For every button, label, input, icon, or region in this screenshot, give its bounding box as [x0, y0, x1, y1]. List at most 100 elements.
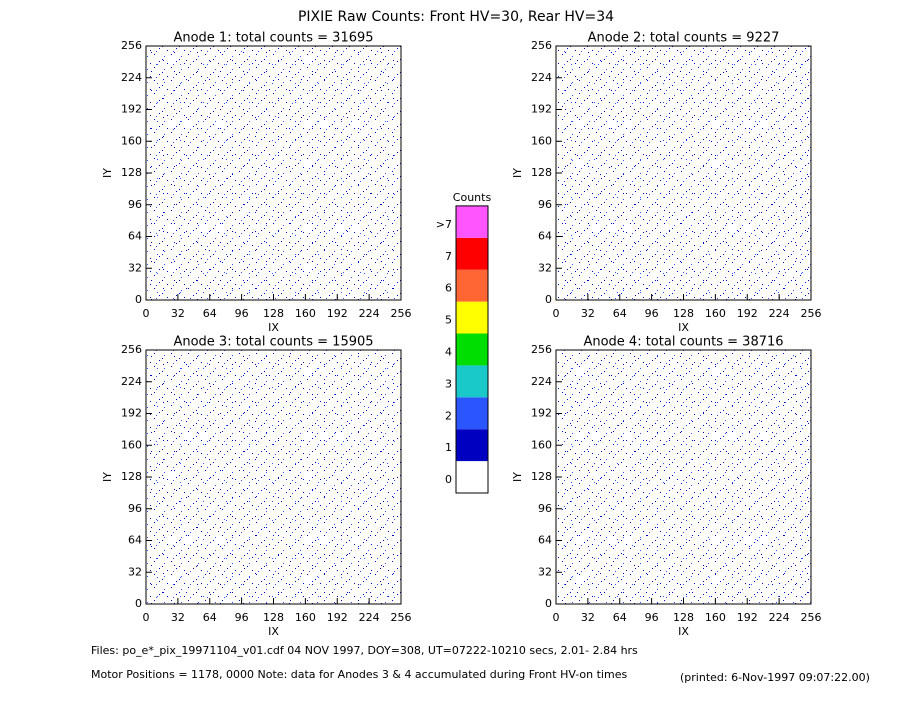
y-tick-label: 128: [531, 166, 552, 179]
colorbar-swatch: [456, 205, 488, 238]
colorbar-swatch: [456, 365, 488, 398]
y-tick-label: 224: [531, 71, 552, 84]
y-tick-label: 256: [531, 343, 552, 356]
heatmap-texture: [556, 46, 811, 300]
footer-files: Files: po_e*_pix_19971104_v01.cdf 04 NOV…: [91, 644, 638, 657]
colorbar-swatch: [456, 333, 488, 366]
y-tick-label: 192: [121, 407, 142, 420]
x-tick-label: 160: [295, 611, 316, 624]
panel-title: Anode 4: total counts = 38716: [583, 335, 783, 350]
x-tick-label: 160: [705, 611, 726, 624]
y-tick-label: 0: [135, 597, 142, 610]
x-tick-label: 128: [673, 611, 694, 624]
x-tick-label: 224: [359, 611, 380, 624]
y-tick-label: 64: [538, 534, 552, 547]
x-axis-label: IX: [268, 625, 279, 638]
y-tick-label: 64: [538, 230, 552, 243]
x-tick-label: 32: [581, 307, 595, 320]
x-tick-label: 160: [295, 307, 316, 320]
x-tick-label: 224: [359, 307, 380, 320]
panel-title: Anode 1: total counts = 31695: [173, 31, 373, 46]
colorbar-label: 5: [445, 314, 452, 327]
colorbar-swatch: [456, 269, 488, 302]
colorbar-swatch: [456, 461, 488, 493]
y-tick-label: 160: [531, 134, 552, 147]
y-tick-label: 96: [538, 502, 552, 515]
colorbar-label: >7: [436, 218, 452, 231]
x-tick-label: 192: [327, 307, 348, 320]
x-axis-label: IX: [268, 321, 279, 334]
footer-printed: (printed: 6-Nov-1997 09:07:22.00): [680, 671, 870, 684]
x-tick-label: 256: [801, 611, 822, 624]
x-tick-label: 192: [327, 611, 348, 624]
x-tick-label: 32: [171, 611, 185, 624]
y-axis-label: IY: [101, 472, 114, 482]
colorbar-label: 0: [445, 473, 452, 486]
colorbar-label: 1: [445, 441, 452, 454]
x-tick-label: 160: [705, 307, 726, 320]
colorbar-label: 4: [445, 345, 452, 358]
x-tick-label: 224: [769, 307, 790, 320]
y-axis-label: IY: [511, 472, 524, 482]
x-axis-label: IX: [678, 321, 689, 334]
colorbar-label: 6: [445, 282, 452, 295]
colorbar-label: 7: [445, 250, 452, 263]
y-tick-label: 32: [128, 565, 142, 578]
x-tick-label: 96: [235, 611, 249, 624]
y-tick-label: 160: [121, 134, 142, 147]
y-tick-label: 0: [545, 597, 552, 610]
footer-motor: Motor Positions = 1178, 0000 Note: data …: [91, 668, 627, 681]
colorbar-swatch: [456, 397, 488, 430]
colorbar-swatch: [456, 429, 488, 462]
y-tick-label: 160: [531, 438, 552, 451]
y-tick-label: 32: [128, 261, 142, 274]
x-axis-label: IX: [678, 625, 689, 638]
x-tick-label: 96: [645, 611, 659, 624]
x-tick-label: 32: [581, 611, 595, 624]
y-tick-label: 192: [531, 407, 552, 420]
x-tick-label: 0: [143, 611, 150, 624]
x-tick-label: 64: [203, 611, 217, 624]
x-tick-label: 256: [391, 611, 412, 624]
x-tick-label: 128: [263, 611, 284, 624]
y-tick-label: 0: [545, 293, 552, 306]
y-tick-label: 192: [121, 103, 142, 116]
y-tick-label: 128: [121, 166, 142, 179]
x-tick-label: 0: [143, 307, 150, 320]
y-tick-label: 256: [121, 39, 142, 52]
y-tick-label: 256: [121, 343, 142, 356]
x-tick-label: 192: [737, 307, 758, 320]
x-tick-label: 128: [673, 307, 694, 320]
y-tick-label: 160: [121, 438, 142, 451]
y-tick-label: 256: [531, 39, 552, 52]
colorbar-label: 3: [445, 377, 452, 390]
y-tick-label: 64: [128, 230, 142, 243]
y-tick-label: 128: [531, 470, 552, 483]
heatmap-texture: [556, 350, 811, 604]
y-tick-label: 32: [538, 261, 552, 274]
y-tick-label: 0: [135, 293, 142, 306]
panel-title: Anode 2: total counts = 9227: [588, 31, 780, 46]
colorbar-title: Counts: [453, 191, 492, 204]
x-tick-label: 256: [391, 307, 412, 320]
page-title: PIXIE Raw Counts: Front HV=30, Rear HV=3…: [298, 9, 614, 25]
x-tick-label: 96: [645, 307, 659, 320]
colorbar-label: 2: [445, 409, 452, 422]
y-tick-label: 224: [121, 71, 142, 84]
heatmap-texture: [146, 46, 401, 300]
y-tick-label: 96: [128, 198, 142, 211]
y-tick-label: 32: [538, 565, 552, 578]
heatmap-texture: [146, 350, 401, 604]
y-tick-label: 96: [128, 502, 142, 515]
y-tick-label: 192: [531, 103, 552, 116]
colorbar-swatch: [456, 301, 488, 334]
x-tick-label: 32: [171, 307, 185, 320]
y-tick-label: 128: [121, 470, 142, 483]
x-tick-label: 256: [801, 307, 822, 320]
y-axis-label: IY: [511, 168, 524, 178]
colorbar-frame: [455, 205, 489, 494]
y-tick-label: 64: [128, 534, 142, 547]
x-tick-label: 64: [613, 611, 627, 624]
y-tick-label: 224: [531, 375, 552, 388]
